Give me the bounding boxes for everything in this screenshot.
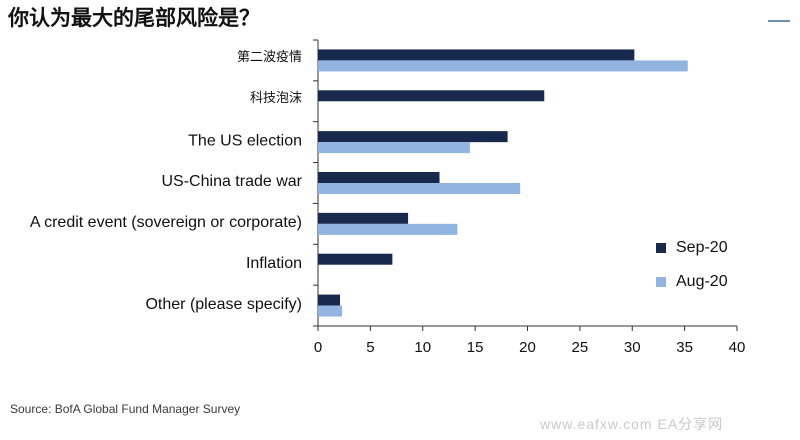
category-label: 科技泡沫 xyxy=(250,91,302,106)
source-note: Source: BofA Global Fund Manager Survey xyxy=(10,402,241,416)
bar-sep-20 xyxy=(318,294,340,306)
category-label: The US election xyxy=(188,132,302,149)
bar-aug-20 xyxy=(318,223,458,235)
legend-swatch-aug-20 xyxy=(656,277,666,287)
category-label: US-China trade war xyxy=(162,173,303,190)
x-tick-label: 15 xyxy=(467,339,484,356)
decorative-dash xyxy=(768,20,790,22)
category-label: A credit event (sovereign or corporate) xyxy=(30,214,302,231)
legend-label: Aug-20 xyxy=(676,273,728,290)
legend-label: Sep-20 xyxy=(676,239,728,256)
bar-aug-20 xyxy=(318,60,688,72)
bar-aug-20 xyxy=(318,183,521,194)
bar-aug-20 xyxy=(318,305,343,317)
legend-swatch-sep-20 xyxy=(656,243,666,253)
bar-aug-20 xyxy=(318,142,470,154)
x-tick-label: 5 xyxy=(366,339,374,356)
chart-title: 你认为最大的尾部风险是？ xyxy=(8,5,260,30)
bar-sep-20 xyxy=(318,49,635,61)
x-tick-label: 40 xyxy=(729,339,746,356)
x-tick-label: 10 xyxy=(414,339,431,356)
x-tick-label: 0 xyxy=(314,339,322,356)
bar-sep-20 xyxy=(318,253,393,265)
x-tick-label: 30 xyxy=(624,339,641,356)
category-label: 第二波疫情 xyxy=(237,49,302,65)
bar-sep-20 xyxy=(318,131,508,143)
bar-sep-20 xyxy=(318,212,409,224)
x-tick-label: 20 xyxy=(519,339,536,356)
category-label: Inflation xyxy=(246,255,302,272)
x-tick-label: 25 xyxy=(572,339,589,356)
bar-sep-20 xyxy=(318,172,440,183)
x-tick-label: 35 xyxy=(676,339,693,356)
category-label: Other (please specify) xyxy=(145,296,302,313)
watermark: www.eafxw.com EA分享网 xyxy=(540,416,724,432)
bar-sep-20 xyxy=(318,90,545,102)
